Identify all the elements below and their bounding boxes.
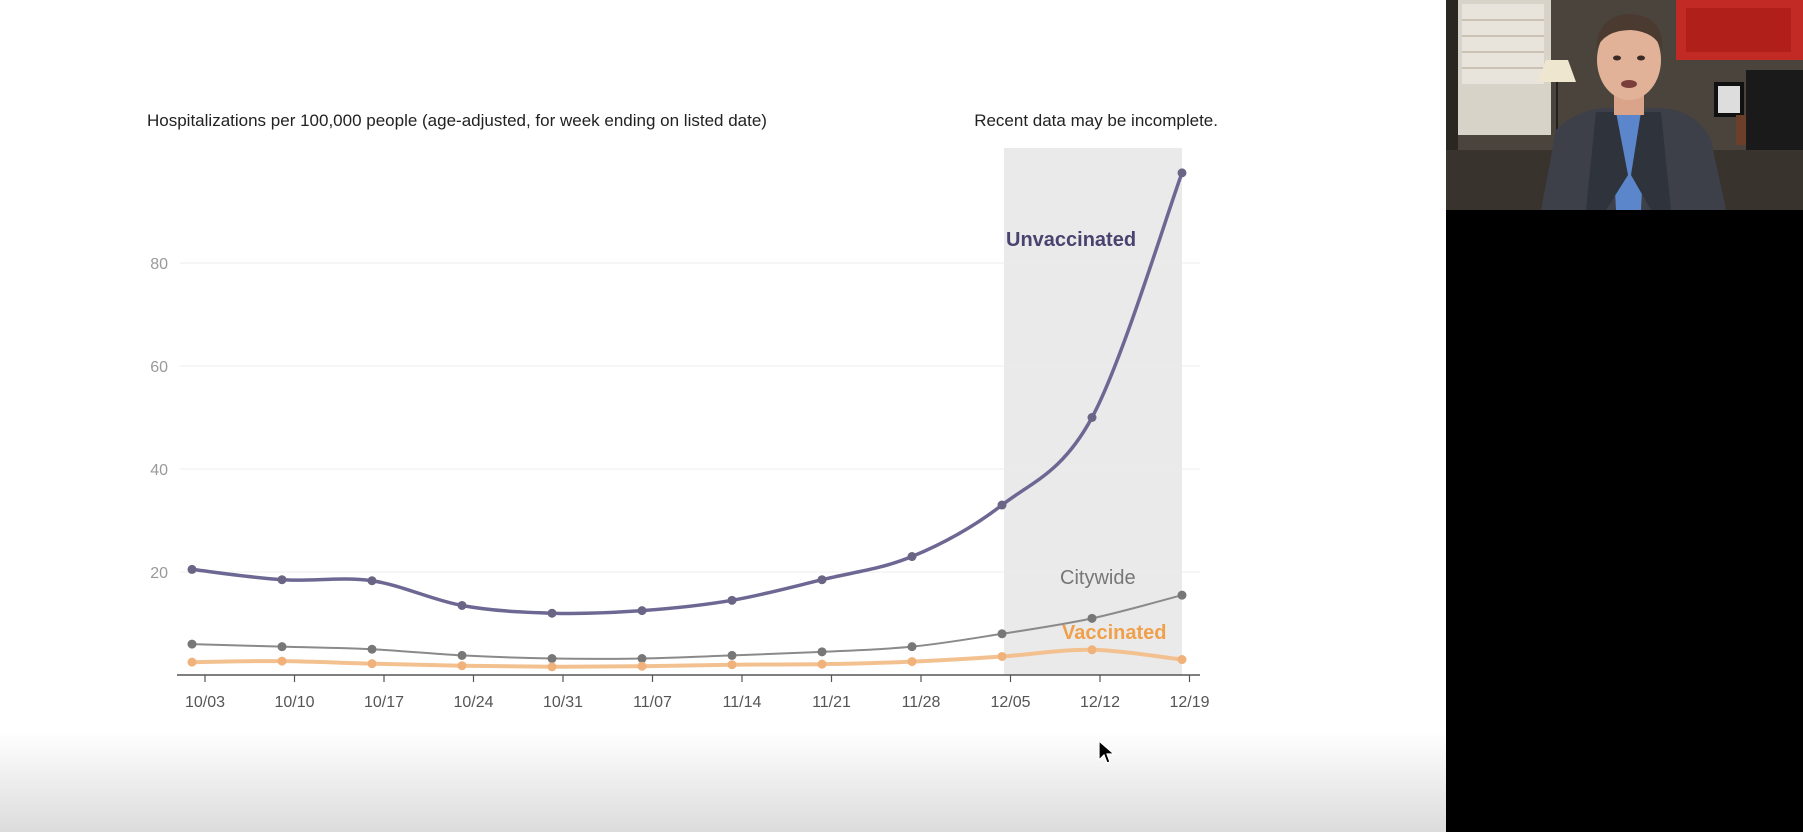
x-tick-label: 10/31 bbox=[543, 694, 583, 711]
x-tick-label: 10/03 bbox=[185, 694, 225, 711]
citywide-point bbox=[727, 650, 737, 660]
vaccinated-point bbox=[1087, 645, 1097, 655]
unvaccinated-point bbox=[457, 600, 467, 610]
vaccinated-label: Vaccinated bbox=[1062, 622, 1167, 644]
x-tick-label: 12/19 bbox=[1169, 694, 1209, 711]
vaccinated-point bbox=[907, 657, 917, 667]
citywide-point bbox=[817, 647, 827, 657]
unvaccinated-point bbox=[277, 575, 287, 585]
y-tick-label: 20 bbox=[150, 565, 168, 582]
x-tick-label: 10/10 bbox=[274, 694, 314, 711]
vaccinated-point bbox=[277, 656, 287, 666]
unvaccinated-point bbox=[1087, 413, 1097, 422]
citywide-point bbox=[187, 639, 197, 649]
vaccinated-point bbox=[187, 657, 197, 667]
incomplete-data-note: Recent data may be incomplete. bbox=[974, 111, 1218, 130]
citywide-label: Citywide bbox=[1060, 567, 1136, 589]
citywide-point bbox=[1087, 613, 1097, 623]
citywide-point bbox=[277, 642, 287, 652]
vaccinated-point bbox=[547, 662, 557, 672]
mouse-pointer-icon bbox=[1098, 740, 1116, 764]
citywide-point bbox=[367, 644, 377, 654]
unvaccinated-point bbox=[367, 576, 377, 586]
x-tick-label: 11/21 bbox=[812, 694, 851, 711]
x-tick-label: 11/28 bbox=[902, 694, 941, 711]
unvaccinated-point bbox=[817, 575, 827, 585]
citywide-point bbox=[1177, 590, 1187, 600]
incomplete-data-shading bbox=[1004, 148, 1182, 675]
unvaccinated-point bbox=[997, 500, 1007, 510]
chart-title: Hospitalizations per 100,000 people (age… bbox=[147, 111, 767, 130]
unvaccinated-label: Unvaccinated bbox=[1006, 229, 1136, 251]
vaccinated-point bbox=[457, 661, 467, 671]
vaccinated-point bbox=[727, 660, 737, 670]
vaccinated-point bbox=[817, 659, 827, 669]
unvaccinated-point bbox=[727, 595, 737, 605]
y-tick-label: 40 bbox=[150, 462, 168, 479]
x-tick-label: 12/12 bbox=[1080, 694, 1120, 711]
webcam-participant-icon[interactable] bbox=[1446, 0, 1803, 210]
presentation-slide: 10/03 10/10 10/17 10/24 10/31 11/07 11/14 11/21… bbox=[0, 0, 1446, 832]
vaccinated-point bbox=[637, 661, 647, 671]
vaccinated-point bbox=[997, 651, 1007, 661]
citywide-point bbox=[907, 642, 917, 652]
x-tick-label: 10/24 bbox=[453, 694, 493, 711]
x-tick-label: 12/05 bbox=[990, 694, 1030, 711]
citywide-point bbox=[547, 654, 557, 664]
unvaccinated-point bbox=[907, 552, 917, 562]
unvaccinated-point bbox=[1177, 168, 1187, 178]
x-tick-label: 10/17 bbox=[364, 694, 404, 711]
citywide-point bbox=[637, 654, 647, 664]
vaccinated-line bbox=[190, 647, 1184, 669]
slide-bottom-fade bbox=[0, 732, 1446, 832]
citywide-point bbox=[997, 629, 1007, 639]
x-tick-label: 11/14 bbox=[723, 694, 762, 711]
y-tick-label: 60 bbox=[150, 359, 168, 376]
hospitalization-chart: 10/03 10/10 10/17 10/24 10/31 11/07 11/14 11/21… bbox=[147, 111, 1218, 711]
unvaccinated-point bbox=[547, 608, 557, 618]
y-tick-label: 80 bbox=[150, 256, 168, 273]
vaccinated-point bbox=[367, 659, 377, 669]
citywide-line bbox=[191, 594, 1183, 660]
citywide-point bbox=[457, 650, 467, 660]
unvaccinated-point bbox=[637, 606, 647, 616]
unvaccinated-point bbox=[187, 564, 197, 574]
x-tick-label: 11/07 bbox=[633, 694, 672, 711]
vaccinated-point bbox=[1177, 655, 1187, 665]
